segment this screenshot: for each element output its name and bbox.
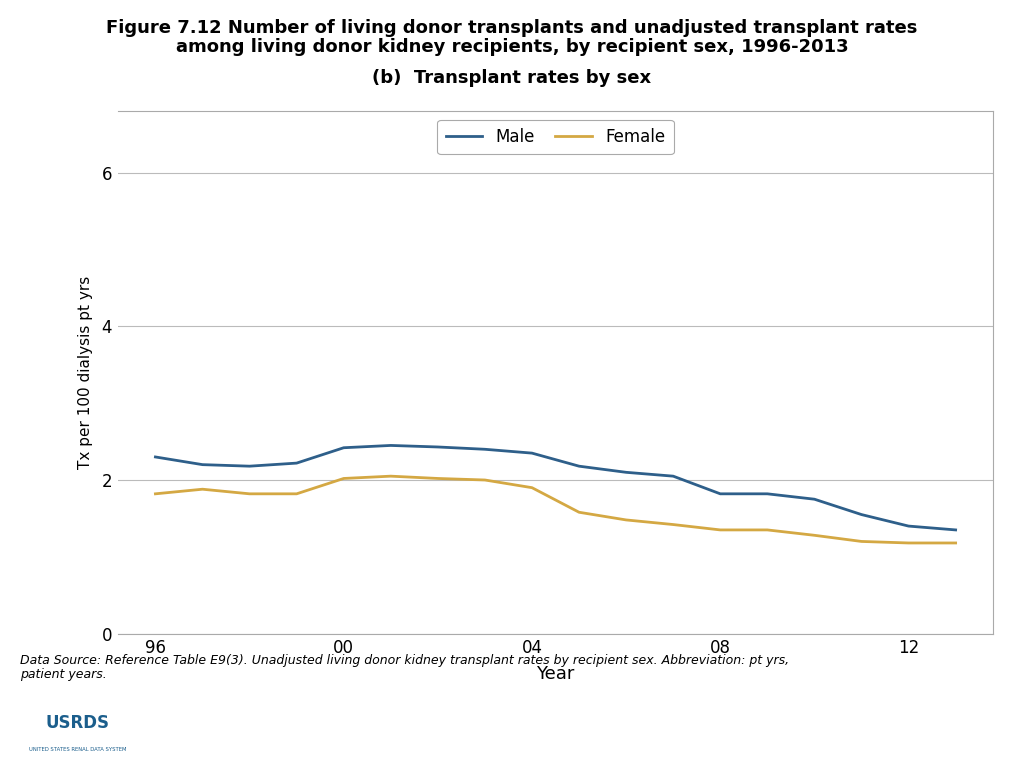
Text: USRDS: USRDS	[45, 713, 110, 732]
FancyBboxPatch shape	[8, 700, 146, 763]
Text: Figure 7.12 Number of living donor transplants and unadjusted transplant rates: Figure 7.12 Number of living donor trans…	[106, 19, 918, 37]
Text: patient years.: patient years.	[20, 668, 108, 681]
Text: 20: 20	[972, 722, 998, 741]
Text: among living donor kidney recipients, by recipient sex, 1996-2013: among living donor kidney recipients, by…	[176, 38, 848, 56]
Text: Vol 2, ESRD, Ch 7: Vol 2, ESRD, Ch 7	[417, 722, 607, 741]
Text: Data Source: Reference Table E9(3). Unadjusted living donor kidney transplant ra: Data Source: Reference Table E9(3). Unad…	[20, 654, 790, 667]
Y-axis label: Tx per 100 dialysis pt yrs: Tx per 100 dialysis pt yrs	[78, 276, 93, 469]
X-axis label: Year: Year	[537, 666, 574, 684]
Text: UNITED STATES RENAL DATA SYSTEM: UNITED STATES RENAL DATA SYSTEM	[29, 747, 126, 753]
Text: (b)  Transplant rates by sex: (b) Transplant rates by sex	[373, 69, 651, 87]
Legend: Male, Female: Male, Female	[437, 120, 674, 154]
